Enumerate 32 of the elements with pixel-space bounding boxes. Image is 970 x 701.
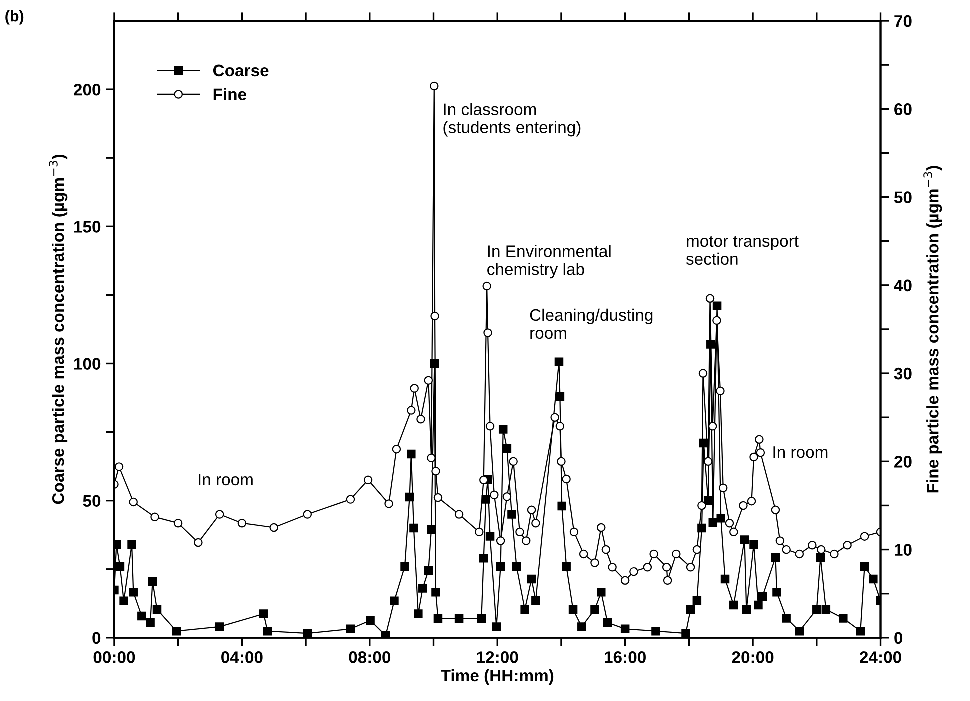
y2-axis-title: Fine particle mass concentration (µgm$^{−3}$) (924, 166, 942, 493)
x-tick-label: 24:00 (860, 652, 902, 664)
x-tick-label: 20:00 (732, 652, 774, 664)
text: (b) (6, 10, 24, 25)
annotation: In room (774, 446, 828, 458)
annotation: In Environmental chemistry lab (488, 245, 611, 279)
x-tick-label: 04:00 (222, 652, 263, 664)
annotation: motor transport section (686, 236, 799, 266)
y2-tick-label: 50 (894, 192, 912, 204)
legend-label: Coarse (213, 64, 269, 77)
annotation: In classroom (students entering) (444, 103, 581, 137)
y-tick-label: 100 (74, 358, 101, 370)
annotation: Cleaning/dusting room (530, 308, 653, 340)
y2-tick-label: 70 (894, 15, 912, 28)
y-tick-label: 150 (74, 221, 101, 233)
y-tick-label: 200 (74, 84, 101, 96)
y2-tick-label: 30 (894, 368, 912, 380)
y-tick-label: 0 (92, 632, 101, 644)
y2-tick-label: 10 (895, 544, 912, 556)
x-tick-label: 16:00 (605, 652, 646, 664)
y-tick-label: 50 (83, 495, 101, 508)
y2-tick-label: 20 (894, 456, 912, 468)
annotation: In room (199, 474, 253, 486)
y2-tick-label: 40 (894, 280, 912, 292)
legend-label: Fine (214, 88, 246, 100)
x-tick-label: 08:00 (349, 652, 391, 664)
y2-tick-label: 0 (894, 632, 903, 644)
y2-tick-label: 60 (894, 104, 912, 116)
x-axis-title: Time (HH:mm) (441, 669, 554, 685)
x-tick-label: 00:00 (94, 652, 136, 664)
x-tick-label: 12:00 (477, 652, 518, 664)
y-axis-title: Coarse particle mass concentration (µgm$^{−3}$) (49, 154, 68, 504)
